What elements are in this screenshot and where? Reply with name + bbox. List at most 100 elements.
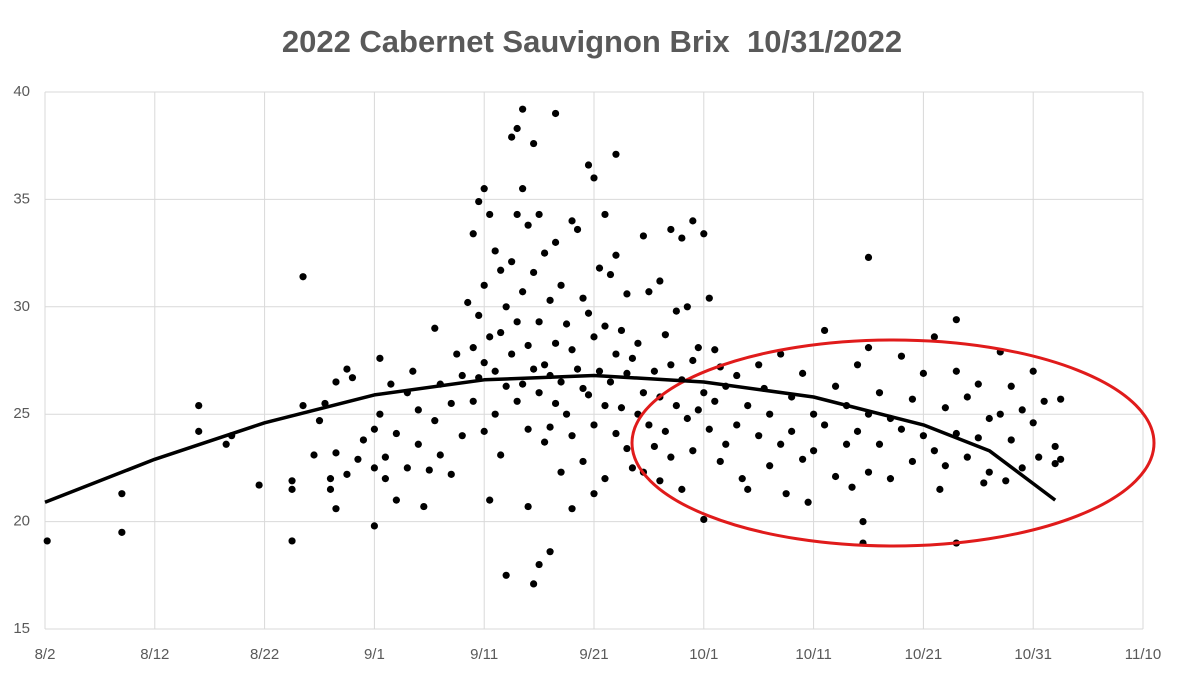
- data-point: [963, 453, 971, 461]
- data-point: [897, 425, 906, 433]
- data-point: [535, 210, 543, 219]
- data-point: [508, 133, 516, 141]
- data-point: [288, 477, 296, 485]
- data-point: [1035, 453, 1043, 461]
- data-point: [661, 331, 669, 339]
- data-point: [370, 425, 378, 433]
- data-point: [705, 425, 713, 433]
- data-point: [551, 238, 560, 246]
- data-point: [568, 505, 576, 513]
- data-point: [326, 485, 335, 493]
- data-point: [606, 270, 615, 279]
- data-point: [524, 221, 532, 229]
- chart-title: 2022 Cabernet Sauvignon Brix 10/31/2022: [282, 24, 902, 59]
- data-point: [645, 288, 653, 296]
- data-point: [326, 475, 335, 483]
- data-point: [573, 365, 582, 373]
- trend-line: [44, 373, 1057, 504]
- data-point: [469, 397, 477, 405]
- data-point: [810, 447, 818, 455]
- data-point: [502, 382, 510, 390]
- data-point: [606, 378, 615, 386]
- x-tick-label: 11/10: [1125, 646, 1161, 663]
- data-point: [623, 369, 631, 377]
- data-point: [392, 496, 400, 504]
- data-point: [711, 346, 719, 354]
- data-point: [875, 389, 884, 397]
- data-point: [540, 361, 549, 369]
- data-point: [573, 225, 582, 234]
- data-point: [491, 410, 499, 418]
- data-point: [853, 361, 862, 369]
- data-point: [431, 417, 439, 425]
- data-point: [831, 472, 840, 481]
- data-point: [1002, 477, 1010, 485]
- data-point: [848, 483, 856, 491]
- data-point: [551, 339, 560, 347]
- data-point: [755, 432, 763, 440]
- data-point: [376, 354, 384, 362]
- data-point: [551, 399, 560, 408]
- data-point: [601, 475, 609, 483]
- data-point: [908, 395, 917, 403]
- data-point: [513, 124, 521, 133]
- data-point: [930, 333, 938, 341]
- x-tick-label: 8/22: [250, 646, 279, 663]
- data-point: [288, 537, 296, 545]
- data-point: [930, 447, 938, 455]
- data-point: [299, 273, 307, 281]
- data-point: [486, 333, 494, 341]
- data-point: [766, 462, 774, 470]
- data-point: [672, 402, 680, 410]
- data-point: [519, 105, 527, 113]
- data-point: [612, 429, 620, 438]
- data-point: [645, 421, 653, 429]
- data-point: [667, 453, 675, 461]
- x-tick-label: 10/11: [795, 646, 831, 663]
- highlight-ellipse: [630, 338, 1156, 548]
- data-point: [590, 333, 598, 341]
- data-point: [788, 427, 796, 435]
- data-point: [343, 365, 351, 373]
- data-point: [1051, 442, 1059, 451]
- data-point: [579, 384, 587, 393]
- data-point: [513, 318, 521, 326]
- data-point: [343, 470, 351, 478]
- data-point: [354, 455, 362, 463]
- y-tick-label: 20: [13, 513, 30, 530]
- data-point: [755, 361, 763, 369]
- data-point: [678, 485, 686, 493]
- data-point: [612, 251, 620, 259]
- data-point: [519, 288, 527, 296]
- data-point: [332, 505, 340, 513]
- data-point: [584, 161, 593, 169]
- data-point: [738, 475, 746, 483]
- data-point: [694, 344, 702, 352]
- data-point: [562, 320, 571, 328]
- data-point: [996, 410, 1004, 418]
- data-point: [310, 451, 318, 459]
- x-tick-label: 8/12: [140, 646, 169, 663]
- data-point: [381, 453, 389, 461]
- data-point: [1057, 395, 1065, 403]
- data-point: [469, 344, 477, 352]
- data-point: [595, 367, 604, 375]
- data-point: [579, 294, 587, 302]
- data-point: [617, 404, 626, 412]
- data-point: [414, 406, 422, 414]
- y-tick-label: 40: [13, 83, 30, 100]
- data-point: [601, 402, 609, 410]
- data-point: [711, 397, 719, 405]
- y-tick-label: 25: [13, 405, 30, 422]
- data-point: [875, 440, 884, 448]
- data-point: [1007, 382, 1015, 390]
- data-point: [562, 410, 571, 418]
- y-tick-label: 30: [13, 298, 30, 315]
- data-point: [453, 350, 461, 358]
- data-point: [952, 316, 960, 324]
- x-tick-label: 9/21: [579, 646, 608, 663]
- data-point: [403, 464, 411, 472]
- x-tick-label: 10/21: [905, 646, 943, 663]
- x-tick-label: 8/2: [35, 646, 56, 663]
- data-point: [700, 515, 708, 524]
